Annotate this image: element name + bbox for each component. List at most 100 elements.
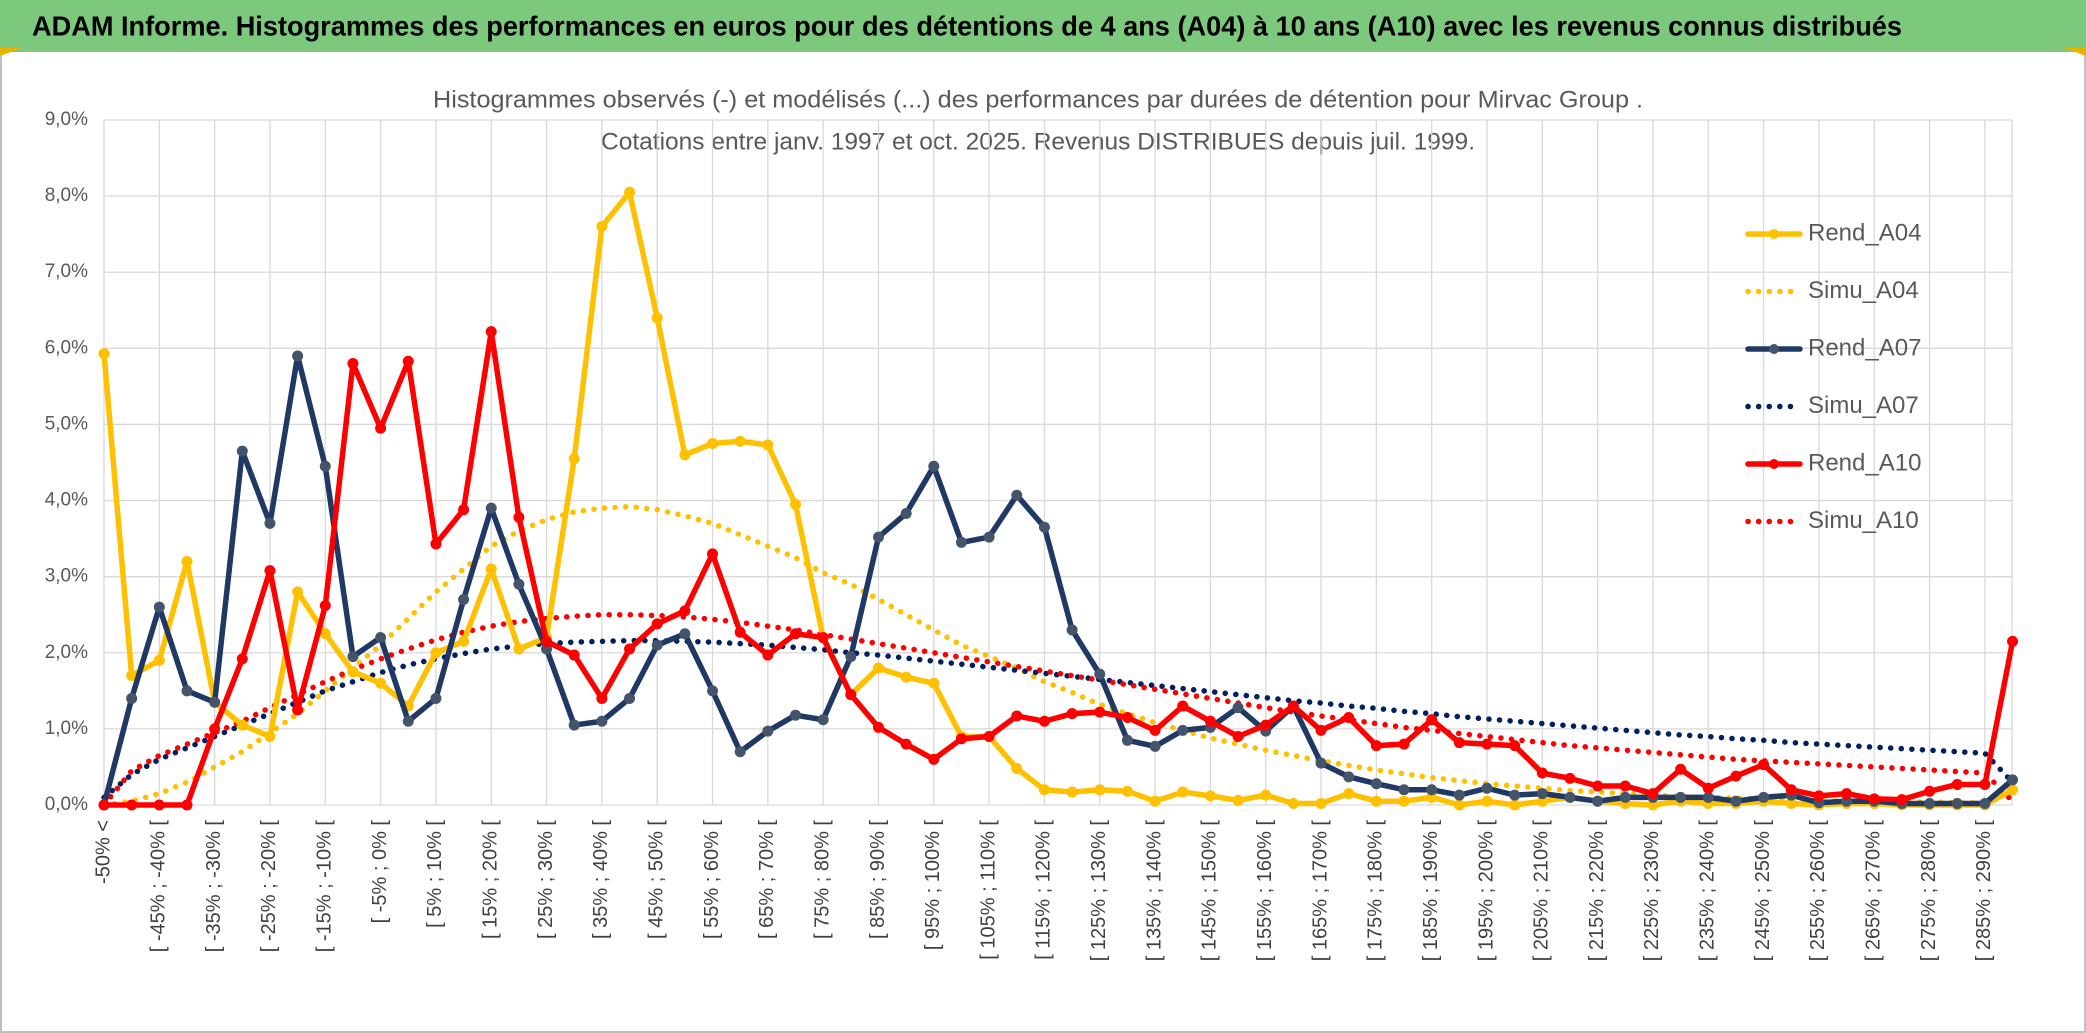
- y-tick-label: 7,0%: [45, 261, 88, 282]
- data-point: [624, 643, 636, 655]
- data-point: [1647, 788, 1659, 800]
- data-point: [1619, 791, 1631, 803]
- grid: 0,0% 1,0% 2,0% 3,0% 4,0% 5,0% 6,0% 7,0% 8,0% 9,0%…: [45, 109, 2013, 962]
- data-point: [264, 731, 276, 742]
- data-point: [181, 799, 193, 811]
- y-tick-label: 2,0%: [45, 642, 88, 663]
- data-point: [1149, 724, 1161, 736]
- series-line: [101, 189, 2016, 808]
- data-point: [1564, 772, 1576, 784]
- data-point: [264, 517, 276, 529]
- data-point: [707, 437, 719, 449]
- data-point: [430, 538, 442, 550]
- data-point: [679, 449, 691, 461]
- data-point: [1896, 794, 1908, 806]
- y-tick-label: 3,0%: [45, 566, 88, 587]
- data-point: [1066, 708, 1078, 720]
- data-point: [872, 662, 884, 674]
- data-point: [1979, 797, 1991, 809]
- legend-label: Simu_A07: [1808, 392, 1919, 419]
- x-tick-label: [ 55% ; 60% [: [701, 820, 723, 939]
- data-point: [375, 422, 387, 434]
- x-tick-label: [ 95% ; 100% [: [922, 820, 944, 951]
- data-point: [651, 639, 663, 651]
- data-point: [1924, 797, 1936, 809]
- x-tick-label: [ 175% ; 180% [: [1365, 820, 1387, 962]
- data-point: [707, 685, 719, 697]
- data-point: [1509, 789, 1521, 801]
- data-point: [1592, 795, 1604, 807]
- data-point: [1453, 789, 1465, 801]
- data-point: [651, 312, 663, 324]
- data-point: [1481, 782, 1493, 794]
- data-point: [1287, 797, 1299, 809]
- data-point: [1038, 715, 1050, 727]
- data-point: [236, 719, 248, 731]
- x-tick-label: [ 275% ; 280% [: [1918, 820, 1940, 962]
- data-point: [1924, 785, 1936, 797]
- series-line: [101, 611, 2016, 808]
- data-point: [513, 511, 525, 523]
- data-point: [541, 635, 553, 647]
- data-point: [1204, 790, 1216, 802]
- legend-label: Simu_A10: [1808, 507, 1919, 534]
- x-tick-label: [ 285% ; 290% [: [1973, 820, 1995, 962]
- data-point: [1813, 790, 1825, 802]
- data-point: [402, 715, 414, 727]
- data-point: [458, 594, 470, 605]
- data-point: [319, 600, 331, 612]
- data-point: [1536, 767, 1548, 779]
- data-point: [1675, 791, 1687, 803]
- data-point: [762, 649, 774, 661]
- data-point: [983, 531, 995, 543]
- legend-label: Rend_A10: [1808, 449, 1921, 476]
- x-tick-label: [ 35% ; 40% [: [590, 820, 612, 939]
- x-tick-label: [ 85% ; 90% [: [867, 820, 889, 939]
- data-point: [1536, 788, 1548, 800]
- x-tick-label: [ 45% ; 50% [: [645, 820, 667, 939]
- data-point: [679, 628, 691, 640]
- x-tick-label: [ 215% ; 220% [: [1586, 820, 1608, 962]
- data-point: [983, 731, 995, 742]
- data-point: [596, 221, 608, 233]
- data-point: [1592, 780, 1604, 792]
- x-tick-label: [ 5% ; 10% [: [424, 820, 446, 928]
- data-point: [1785, 784, 1797, 796]
- x-tick-label: [ -25% ; -20% [: [258, 820, 280, 953]
- x-tick-label: [ 265% ; 270% [: [1863, 820, 1885, 962]
- data-point: [900, 507, 912, 519]
- data-point: [1758, 759, 1770, 771]
- data-point: [126, 799, 138, 811]
- x-tick-label: -50% <: [92, 820, 114, 884]
- data-point: [485, 563, 497, 575]
- x-tick-label: [ 25% ; 30% [: [535, 820, 557, 939]
- data-point: [1370, 795, 1382, 807]
- data-point: [1841, 788, 1853, 800]
- data-point: [1232, 794, 1244, 806]
- data-point: [153, 601, 165, 613]
- data-point: [1675, 763, 1687, 775]
- data-point: [1315, 797, 1327, 809]
- data-point: [1343, 771, 1355, 783]
- chart-title: ADAM Informe. Histogrammes des performan…: [32, 10, 1902, 41]
- data-point: [153, 799, 165, 811]
- data-point: [513, 578, 525, 590]
- data-point: [1177, 700, 1189, 712]
- x-tick-label: [ 125% ; 130% [: [1088, 820, 1110, 962]
- header-band: [0, 0, 2086, 52]
- data-point: [2007, 635, 2019, 647]
- data-point: [1509, 740, 1521, 752]
- data-point: [292, 704, 304, 716]
- data-point: [347, 666, 359, 678]
- legend-marker: [1769, 229, 1779, 239]
- x-tick-label: [ 225% ; 230% [: [1641, 820, 1663, 962]
- data-point: [955, 733, 967, 745]
- data-point: [1564, 791, 1576, 803]
- data-point: [1011, 762, 1023, 774]
- x-tick-label: [ -45% ; -40% [: [148, 820, 170, 953]
- data-point: [1094, 668, 1106, 680]
- data-point: [872, 721, 884, 733]
- x-tick-label: [ 245% ; 250% [: [1752, 820, 1774, 962]
- data-point: [596, 715, 608, 727]
